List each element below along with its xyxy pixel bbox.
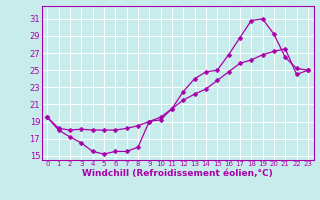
X-axis label: Windchill (Refroidissement éolien,°C): Windchill (Refroidissement éolien,°C) [82,169,273,178]
